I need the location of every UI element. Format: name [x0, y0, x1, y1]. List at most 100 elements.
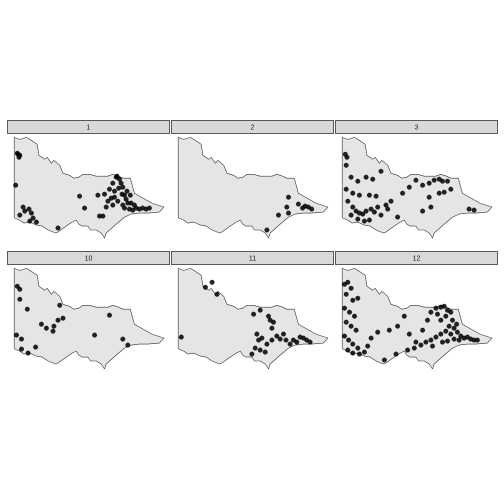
data-point: [345, 347, 351, 353]
data-point: [448, 331, 454, 337]
data-point: [277, 336, 283, 342]
data-point: [107, 312, 112, 318]
data-point: [254, 331, 260, 337]
data-point: [92, 332, 98, 338]
data-point: [446, 323, 452, 329]
data-point: [441, 303, 447, 309]
data-point: [257, 307, 263, 313]
data-point: [448, 186, 454, 192]
data-point: [375, 329, 381, 335]
data-point: [350, 297, 356, 303]
data-point: [425, 317, 430, 323]
data-point: [269, 325, 275, 331]
data-point: [355, 295, 361, 301]
data-point: [426, 180, 432, 186]
data-point: [433, 334, 439, 340]
data-point: [356, 351, 362, 357]
data-point: [345, 279, 351, 285]
data-point: [262, 349, 268, 355]
data-point: [360, 211, 366, 217]
data-point: [443, 328, 449, 334]
data-point: [378, 168, 384, 174]
data-point: [431, 177, 437, 183]
victoria-outline: [341, 137, 493, 239]
data-point: [350, 190, 356, 196]
data-point: [423, 339, 429, 345]
data-point: [264, 341, 270, 347]
data-point: [13, 182, 19, 188]
data-point: [252, 345, 258, 351]
facet-strip-label: 2: [251, 124, 255, 131]
data-point: [418, 342, 424, 348]
data-point: [108, 195, 114, 201]
data-point: [373, 193, 379, 199]
data-point: [346, 337, 352, 343]
data-point: [269, 337, 275, 343]
data-point: [428, 337, 434, 343]
data-point: [251, 311, 257, 317]
data-point: [95, 192, 101, 198]
facet-panel-10: 10: [7, 251, 170, 370]
data-point: [281, 331, 286, 337]
data-point: [127, 192, 133, 198]
data-point: [347, 309, 352, 315]
data-point: [287, 341, 293, 347]
data-point: [438, 331, 444, 337]
victoria-outline: [341, 268, 493, 370]
data-point: [348, 212, 354, 218]
data-point: [381, 357, 387, 363]
data-point: [440, 339, 445, 345]
facet-strip: [335, 120, 498, 134]
data-point: [420, 327, 426, 333]
data-point: [284, 204, 290, 210]
data-point: [343, 186, 349, 192]
data-point: [348, 174, 354, 180]
data-point: [27, 218, 33, 224]
data-point: [386, 327, 392, 333]
data-point: [385, 206, 391, 212]
data-point: [350, 350, 356, 356]
data-point: [60, 315, 66, 321]
data-point: [115, 198, 121, 204]
facet-strip: [7, 120, 170, 134]
data-point: [283, 337, 289, 343]
data-point: [345, 198, 351, 204]
data-point: [413, 339, 419, 345]
data-point: [57, 302, 63, 308]
data-point: [350, 341, 356, 347]
data-point: [343, 162, 349, 168]
data-point: [124, 188, 130, 194]
data-point: [466, 206, 472, 212]
data-point: [120, 336, 126, 342]
data-point: [370, 176, 376, 182]
facet-strip: [335, 251, 498, 265]
data-point: [406, 331, 412, 337]
data-point: [14, 332, 19, 338]
data-point: [428, 309, 434, 315]
data-point: [395, 214, 401, 220]
data-point: [116, 185, 122, 191]
data-point: [406, 184, 412, 190]
data-point: [344, 154, 350, 160]
data-point: [274, 333, 280, 339]
data-point: [22, 208, 28, 214]
data-point: [55, 225, 61, 231]
data-point: [420, 208, 426, 214]
facet-strip-label: 10: [85, 255, 93, 262]
data-point: [146, 205, 152, 211]
data-point: [16, 154, 22, 160]
data-point: [120, 184, 126, 190]
data-point: [395, 323, 401, 329]
data-point: [295, 201, 301, 207]
data-point: [368, 206, 374, 212]
facet-panel-3: 3: [335, 120, 498, 239]
data-point: [352, 313, 357, 319]
data-point: [209, 279, 215, 285]
data-point: [105, 198, 111, 204]
data-point: [107, 186, 112, 192]
data-point: [286, 210, 291, 216]
data-point: [420, 182, 426, 188]
facet-panel-2: 2: [171, 120, 334, 239]
data-point: [17, 296, 23, 302]
